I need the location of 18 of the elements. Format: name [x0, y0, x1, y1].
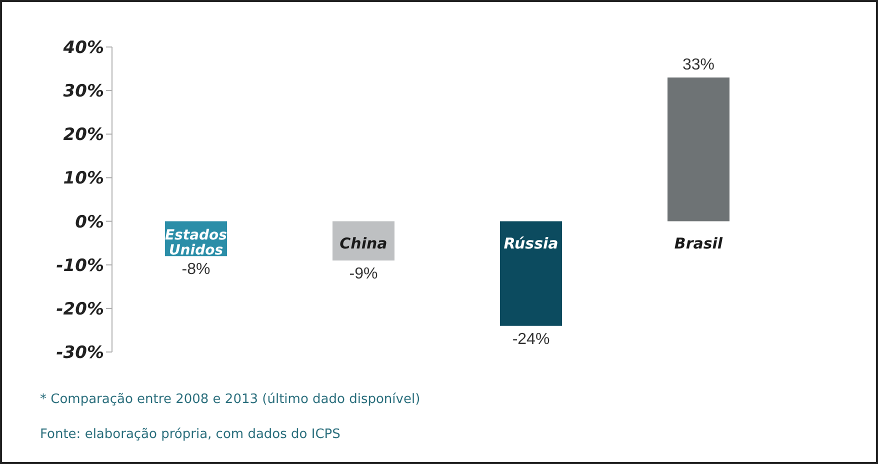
x-tick-label: China	[340, 234, 388, 252]
y-tick-label: -20%	[56, 299, 104, 320]
x-tick-label: Rússia	[504, 234, 558, 252]
data-label: -24%	[512, 330, 550, 348]
y-tick-label: 30%	[63, 82, 104, 102]
x-tick-label: Estados Unidos	[164, 227, 228, 258]
x-tick-label: Brasil	[674, 234, 724, 252]
y-tick-label: 20%	[63, 125, 104, 146]
source-note: Fonte: elaboração própria, com dados do ICPS	[40, 427, 342, 442]
y-tick-label: 0%	[75, 212, 104, 232]
data-label: 33%	[682, 56, 715, 74]
data-label: -8%	[182, 261, 210, 278]
y-tick-label: 10%	[63, 168, 104, 189]
text: * Comparação entre 2008 e 2013 (último dado disponível)	[40, 392, 420, 407]
y-tick-label: 40%	[62, 38, 104, 58]
y-tick-label: -30%	[56, 343, 104, 364]
data-label: -9%	[349, 266, 378, 282]
y-tick-label: -10%	[56, 256, 104, 276]
